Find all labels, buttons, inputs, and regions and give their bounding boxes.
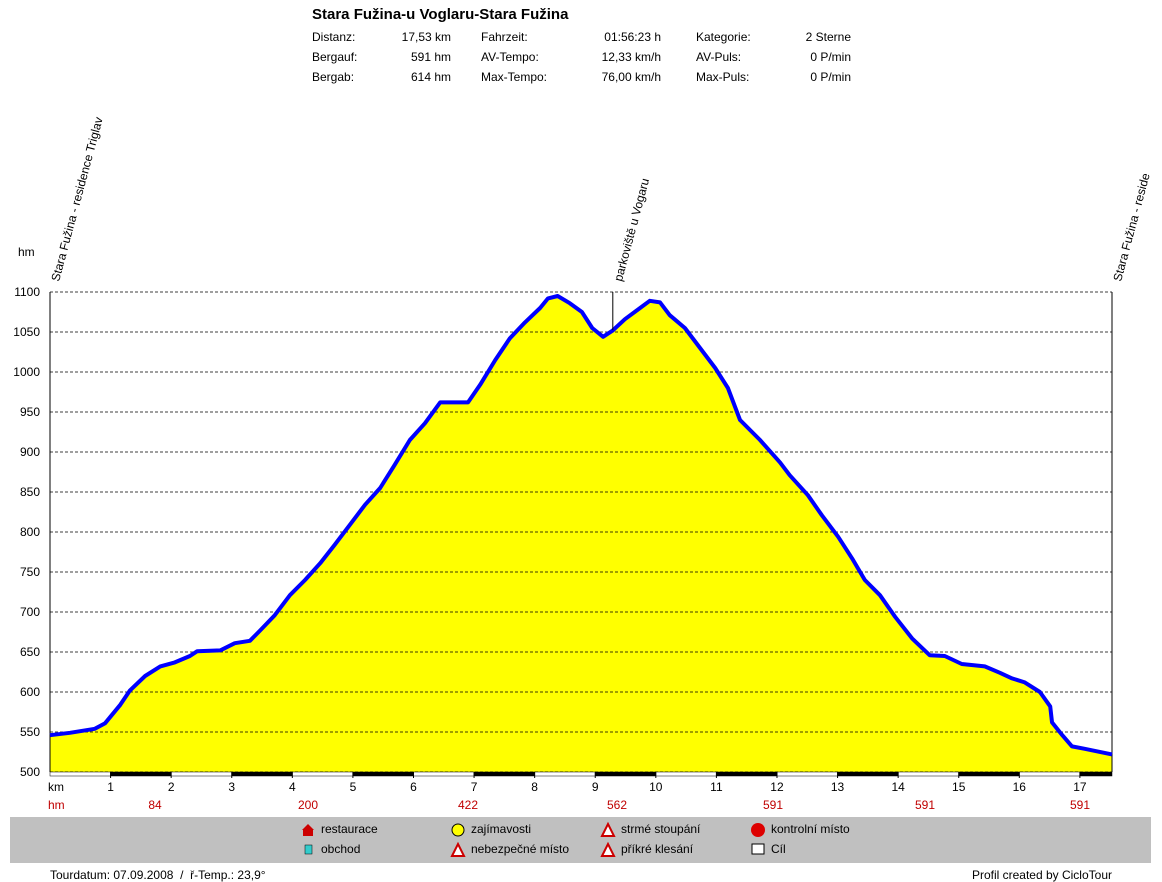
stat-value: 591 hm	[411, 50, 451, 64]
stat-value: 17,53 km	[402, 30, 451, 44]
legend-label: nebezpečné místo	[471, 842, 569, 856]
km-bar	[110, 771, 172, 777]
km-bar	[534, 771, 596, 777]
stat-value: 614 hm	[411, 70, 451, 84]
x-tick-label: 2	[168, 780, 175, 794]
x-tick-label: 5	[350, 780, 357, 794]
legend-label: obchod	[321, 842, 360, 856]
km-bar	[716, 771, 778, 777]
x-tick-label: 7	[471, 780, 478, 794]
chart-title: Stara Fužina-u Voglaru-Stara Fužina	[312, 6, 569, 23]
stat-label: Fahrzeit:	[481, 30, 528, 44]
y-tick-label: 550	[20, 725, 40, 739]
x-tick-label: 16	[1013, 780, 1027, 794]
climb-value: 562	[607, 798, 627, 812]
x-tick-label: 1	[107, 780, 114, 794]
legend-label: strmé stoupání	[621, 822, 701, 836]
legend-box	[10, 817, 1151, 863]
km-bar	[352, 771, 414, 777]
footer-right: Profil created by CicloTour	[972, 868, 1112, 882]
y-tick-label: 1100	[14, 285, 40, 299]
waypoint-label: Stara Fužina - reside	[1110, 171, 1152, 283]
stat-label: Bergab:	[312, 70, 354, 84]
y-tick-label: 1000	[13, 365, 40, 379]
x-tick-label: 10	[649, 780, 663, 794]
legend-label: příkré klesání	[621, 842, 694, 856]
km-bar	[1019, 771, 1081, 777]
stat-value: 0 P/min	[810, 50, 851, 64]
km-bar	[231, 771, 293, 777]
area-fill	[50, 296, 1112, 772]
x-tick-label: 11	[710, 780, 723, 794]
legend-label: restaurace	[321, 822, 378, 836]
y-axis-label: hm	[18, 245, 35, 259]
climb-value: 591	[763, 798, 783, 812]
x-tick-label: 12	[770, 780, 784, 794]
km-bar	[897, 771, 959, 777]
x-tick-label: 4	[289, 780, 296, 794]
waypoint-label: Stara Fužina - residence Triglav	[48, 116, 105, 283]
x-tick-label: 14	[891, 780, 905, 794]
x-tick-label: 9	[592, 780, 599, 794]
legend-label: kontrolní místo	[771, 822, 850, 836]
x-tick-label: 8	[531, 780, 538, 794]
km-bar	[655, 771, 717, 777]
stat-label: Max-Puls:	[696, 70, 749, 84]
y-tick-label: 600	[20, 685, 40, 699]
y-tick-label: 750	[20, 565, 40, 579]
stat-label: AV-Tempo:	[481, 50, 539, 64]
stat-label: Kategorie:	[696, 30, 751, 44]
climb-value: 84	[148, 798, 162, 812]
km-bar	[473, 771, 535, 777]
stat-label: AV-Puls:	[696, 50, 741, 64]
stat-label: Bergauf:	[312, 50, 357, 64]
climb-value: 200	[298, 798, 318, 812]
km-bar	[958, 771, 1020, 777]
km-bar	[594, 771, 657, 777]
stat-value: 2 Sterne	[806, 30, 852, 44]
x-tick-label: 13	[831, 780, 845, 794]
x-axis-label: km	[48, 780, 64, 794]
stat-value: 0 P/min	[810, 70, 851, 84]
y-tick-label: 950	[20, 405, 40, 419]
km-bar	[837, 771, 899, 777]
x-tick-label: 15	[952, 780, 966, 794]
legend-icons	[302, 821, 765, 857]
elevation-line	[49, 294, 1113, 757]
stat-value: 12,33 km/h	[602, 50, 661, 64]
stat-label: Max-Tempo:	[481, 70, 547, 84]
y-tick-label: 850	[20, 485, 40, 499]
y-tick-label: 800	[20, 525, 40, 539]
legend-label: zajímavosti	[471, 822, 531, 836]
km-bar	[49, 771, 111, 777]
stat-value: 76,00 km/h	[602, 70, 661, 84]
climb-value: 591	[915, 798, 935, 812]
x-tick-label: 17	[1073, 780, 1087, 794]
stat-value: 01:56:23 h	[604, 30, 661, 44]
climb-label: hm	[48, 798, 65, 812]
y-tick-label: 700	[20, 605, 40, 619]
waypoint-label: parkoviště u Vogaru	[611, 177, 652, 283]
y-tick-label: 500	[20, 765, 40, 779]
legend-label: Cíl	[771, 842, 786, 856]
y-tick-label: 650	[20, 645, 40, 659]
climb-value: 591	[1070, 798, 1090, 812]
km-bar	[1079, 771, 1113, 777]
y-tick-label: 1050	[13, 325, 40, 339]
km-bar	[776, 771, 838, 777]
x-tick-label: 6	[410, 780, 417, 794]
y-tick-label: 900	[20, 445, 40, 459]
km-bar	[413, 771, 475, 777]
km-bar	[170, 771, 232, 777]
x-tick-label: 3	[228, 780, 235, 794]
km-bar	[292, 771, 354, 777]
stat-label: Distanz:	[312, 30, 355, 44]
climb-value: 422	[458, 798, 478, 812]
footer-left: Tourdatum: 07.09.2008 / ř-Temp.: 23,9°	[50, 868, 266, 882]
